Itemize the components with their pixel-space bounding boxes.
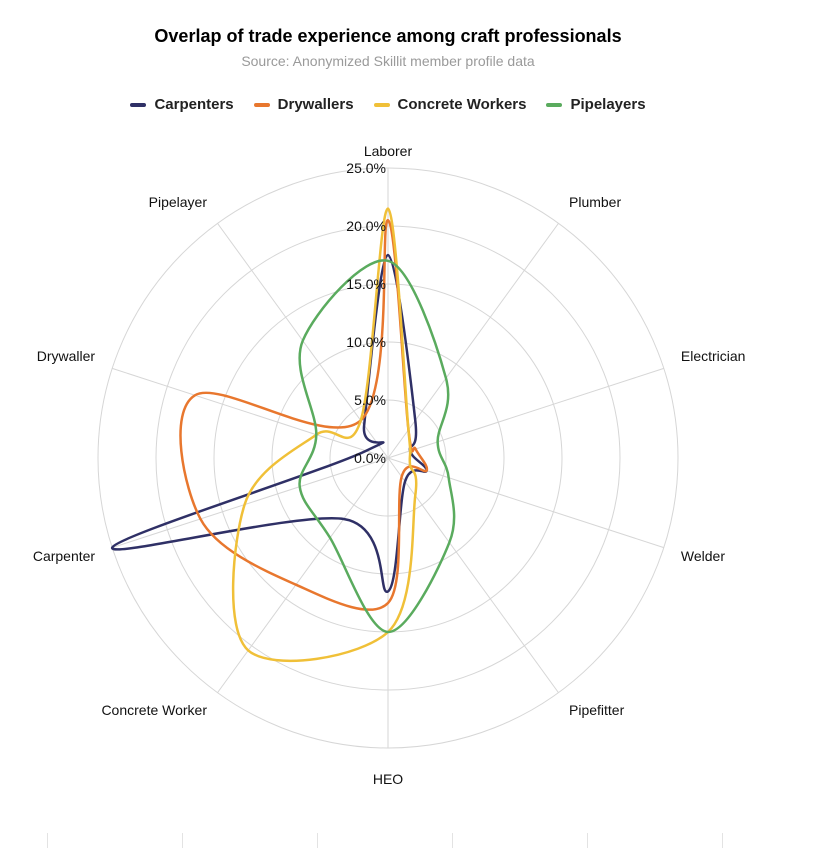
axis-spoke-drywaller — [112, 367, 389, 459]
axis-spoke-carpenter — [112, 457, 389, 549]
series-line-drywallers — [179, 218, 429, 611]
legend-item-carpenters[interactable]: Carpenters — [130, 96, 234, 113]
axis-label-electrician: Electrician — [681, 348, 746, 364]
series-line-carpenters — [110, 253, 428, 593]
footer-divider — [587, 833, 588, 848]
axis-spoke-plumber — [387, 223, 559, 459]
axis-spoke-electrician — [387, 367, 664, 459]
footer-divider — [722, 833, 723, 848]
legend-item-drywallers[interactable]: Drywallers — [253, 96, 354, 113]
axis-label-plumber: Plumber — [569, 194, 621, 210]
series-line-pipelayers — [298, 259, 456, 634]
legend-swatch-pipelayers — [546, 102, 563, 107]
legend-label-carpenters: Carpenters — [154, 96, 234, 113]
tick-label: 20.0% — [346, 218, 386, 234]
chart-title: Overlap of trade experience among craft … — [154, 26, 622, 46]
legend: Carpenters Drywallers Concrete Workers P… — [0, 96, 776, 113]
axis-label-drywaller: Drywaller — [37, 348, 96, 364]
radar-tick-labels: 0.0% 5.0% 10.0% 15.0% 20.0% 25.0% — [346, 160, 386, 466]
tick-label: 10.0% — [346, 334, 386, 350]
legend-label-drywallers: Drywallers — [277, 96, 354, 113]
axis-label-welder: Welder — [681, 548, 725, 564]
radar-axis-labels: Laborer Plumber Electrician Welder Pipefitte… — [33, 143, 746, 787]
legend-item-pipelayers[interactable]: Pipelayers — [546, 96, 646, 113]
radar-series — [110, 207, 456, 662]
tick-label: 25.0% — [346, 160, 386, 176]
axis-spoke-pipefitter — [387, 457, 559, 693]
tick-label: 0.0% — [354, 450, 386, 466]
footer-divider — [47, 833, 48, 848]
radar-grid — [97, 167, 679, 749]
legend-label-pipelayers: Pipelayers — [570, 96, 646, 113]
footer-divider — [317, 833, 318, 848]
legend-label-concrete-workers: Concrete Workers — [397, 96, 527, 113]
legend-swatch-carpenters — [130, 102, 147, 107]
legend-swatch-drywallers — [253, 102, 270, 107]
legend-swatch-concrete-workers — [373, 102, 390, 107]
axis-label-laborer: Laborer — [364, 143, 413, 159]
axis-spoke-welder — [387, 457, 664, 549]
axis-spoke-concrete-worker — [217, 457, 389, 693]
axis-label-concrete-worker: Concrete Worker — [101, 702, 207, 718]
tick-label: 5.0% — [354, 392, 386, 408]
footer-divider — [452, 833, 453, 848]
legend-item-concrete-workers[interactable]: Concrete Workers — [373, 96, 527, 113]
axis-label-heo: HEO — [373, 771, 403, 787]
series-line-concrete-workers — [231, 207, 418, 662]
axis-label-carpenter: Carpenter — [33, 548, 96, 564]
axis-label-pipefitter: Pipefitter — [569, 702, 625, 718]
footer-divider — [182, 833, 183, 848]
chart-subtitle: Source: Anonymized Skillit member profil… — [241, 53, 535, 69]
axis-label-pipelayer: Pipelayer — [149, 194, 208, 210]
tick-label: 15.0% — [346, 276, 386, 292]
